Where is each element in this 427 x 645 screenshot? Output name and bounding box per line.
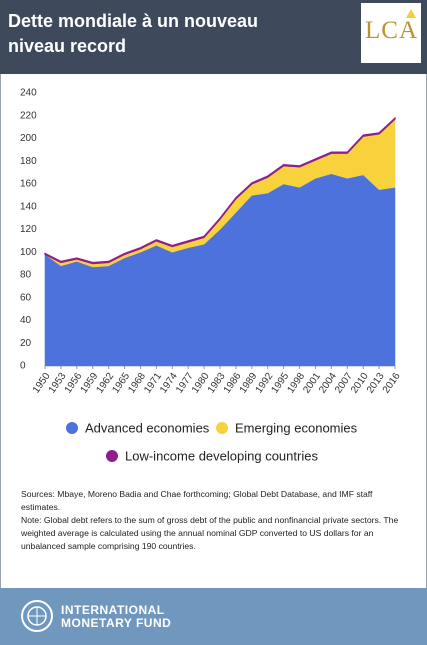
y-tick-label: 180 [20, 156, 37, 167]
y-tick-label: 140 [20, 201, 37, 212]
chart: 0204060801001201401601802002202401950195… [20, 88, 403, 464]
area [44, 173, 396, 367]
y-tick-label: 20 [20, 338, 32, 349]
legend-text: Low-income developing countries [125, 448, 318, 463]
y-tick-label: 200 [20, 133, 37, 144]
imf-name: INTERNATIONAL MONETARY FUND [61, 604, 171, 630]
area [44, 116, 396, 265]
legend-marker [106, 450, 118, 462]
legend-text: Emerging economies [235, 420, 358, 435]
y-tick-label: 80 [20, 270, 32, 281]
header: Dette mondiale à un nouveau niveau recor… [0, 0, 427, 74]
imf-line: INTERNATIONAL [61, 603, 165, 617]
y-tick-label: 0 [20, 361, 26, 372]
legend-text: Advanced economies [85, 420, 210, 435]
notes: Sources: Mbaye, Moreno Badia and Chae fo… [21, 488, 406, 553]
title: Dette mondiale à un nouveau niveau recor… [8, 11, 259, 56]
x-tick-label: 2016 [381, 371, 403, 396]
y-tick-label: 220 [20, 110, 37, 121]
y-tick-label: 160 [20, 179, 37, 190]
sources: Sources: Mbaye, Moreno Badia and Chae fo… [21, 489, 373, 512]
y-tick-label: 100 [20, 247, 37, 258]
logo-mark [406, 9, 416, 18]
y-tick-label: 120 [20, 224, 37, 235]
logo-text: LCA [365, 17, 418, 44]
y-tick-label: 240 [20, 88, 37, 99]
note: Note: Global debt refers to the sum of g… [21, 515, 399, 551]
y-tick-label: 40 [20, 315, 32, 326]
legend-marker [216, 422, 228, 434]
logo: LCA [361, 3, 421, 63]
y-tick-label: 60 [20, 292, 32, 303]
imf-seal [21, 600, 53, 632]
imf-line: MONETARY FUND [61, 616, 172, 630]
legend-marker [66, 422, 78, 434]
footer: INTERNATIONAL MONETARY FUND [0, 588, 427, 645]
